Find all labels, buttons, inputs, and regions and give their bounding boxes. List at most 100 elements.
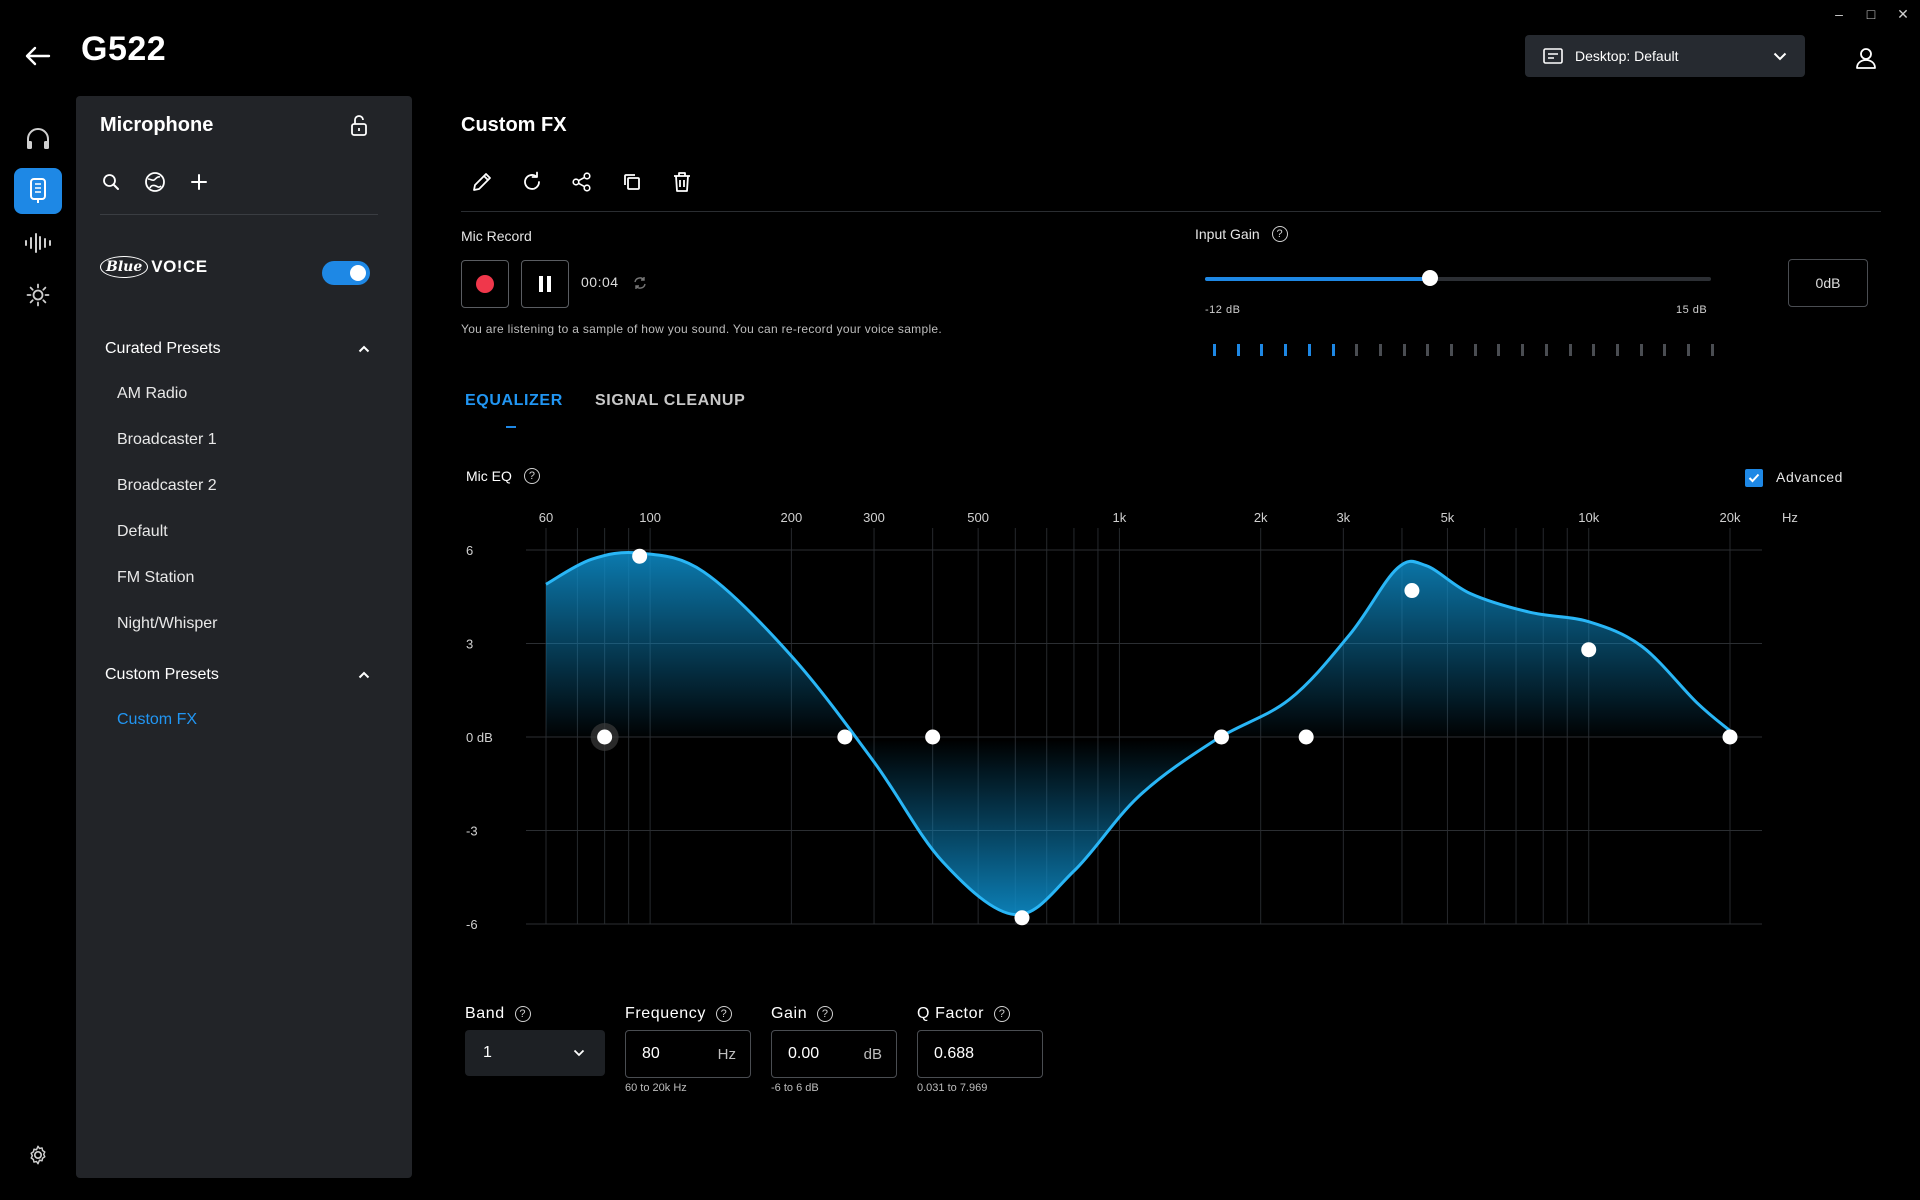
gain-min-label: -12 dB <box>1205 304 1241 316</box>
curated-presets-header[interactable]: Curated Presets <box>105 340 370 358</box>
search-button[interactable] <box>97 168 125 196</box>
chevron-down-icon <box>1773 52 1787 60</box>
eq-band-handle[interactable] <box>1404 583 1420 599</box>
q-factor-field[interactable]: 0.688 <box>917 1030 1043 1078</box>
gain-max-label: 15 dB <box>1676 304 1708 316</box>
preset-item[interactable]: FM Station <box>117 569 195 586</box>
blue-voice-toggle[interactable] <box>322 261 370 285</box>
mic-eq-label: Mic EQ <box>466 468 512 484</box>
user-icon <box>1856 48 1876 69</box>
meter-tick <box>1307 344 1311 356</box>
input-gain-track[interactable] <box>1205 277 1711 281</box>
preset-item[interactable]: AM Radio <box>117 385 188 402</box>
lock-button[interactable] <box>344 110 374 140</box>
search-icon <box>103 174 119 190</box>
meter-tick <box>1473 344 1477 356</box>
meter-tick <box>1378 344 1382 356</box>
help-icon[interactable]: ? <box>817 1006 834 1022</box>
band-select[interactable]: 1 <box>465 1030 605 1076</box>
eq-area-boost <box>546 552 1730 740</box>
advanced-label: Advanced <box>1776 469 1844 485</box>
share-button[interactable] <box>566 166 598 198</box>
eq-band-handle[interactable] <box>597 729 613 745</box>
record-icon <box>476 275 494 293</box>
frequency-value: 80 <box>642 1045 660 1062</box>
q-factor-label: Q Factor <box>917 1005 985 1022</box>
rail-audio[interactable] <box>14 220 62 266</box>
record-button[interactable] <box>461 260 509 308</box>
minimize-button[interactable]: – <box>1835 6 1843 22</box>
x-tick-label: 100 <box>639 510 661 525</box>
mic-eq-header: Mic EQ ? <box>466 468 540 484</box>
eq-band-handle[interactable] <box>1722 729 1738 745</box>
add-preset-button[interactable] <box>185 168 213 196</box>
meter-tick <box>1663 344 1667 356</box>
gain-header: Gain ? <box>771 1005 834 1023</box>
loop-button[interactable] <box>632 275 648 296</box>
frequency-field[interactable]: 80 Hz <box>625 1030 751 1078</box>
community-presets-button[interactable] <box>141 168 169 196</box>
share-icon <box>572 172 591 192</box>
chevron-up-icon <box>358 671 370 679</box>
eq-band-handle[interactable] <box>1298 729 1314 745</box>
advanced-checkbox[interactable] <box>1745 469 1763 487</box>
preset-item-selected[interactable]: Custom FX <box>117 711 198 728</box>
help-icon[interactable]: ? <box>716 1006 732 1022</box>
meter-tick <box>1402 344 1406 356</box>
rail-settings[interactable] <box>14 1132 62 1178</box>
back-button[interactable] <box>20 38 56 74</box>
profile-dropdown-label: Desktop: Default <box>1575 48 1679 64</box>
meter-tick <box>1426 344 1430 356</box>
eq-band-handle[interactable] <box>1581 642 1597 658</box>
preset-item[interactable]: Broadcaster 1 <box>117 431 217 448</box>
eq-band-handle[interactable] <box>1213 729 1229 745</box>
eq-band-handle[interactable] <box>632 548 648 564</box>
rename-button[interactable] <box>466 166 498 198</box>
frequency-label: Frequency <box>625 1005 706 1022</box>
active-tab-indicator <box>506 426 516 428</box>
eq-band-handle[interactable] <box>925 729 941 745</box>
reset-button[interactable] <box>516 166 548 198</box>
tab-signal-cleanup[interactable]: SIGNAL CLEANUP <box>595 392 746 409</box>
rail-lighting[interactable] <box>14 272 62 318</box>
pause-button[interactable] <box>521 260 569 308</box>
x-tick-label: 1k <box>1113 510 1127 525</box>
help-icon[interactable]: ? <box>514 1006 531 1022</box>
gain-field[interactable]: 0.00 dB <box>771 1030 897 1078</box>
rail-headset[interactable] <box>14 116 62 162</box>
record-time: 00:04 <box>581 274 619 290</box>
meter-tick <box>1213 344 1216 356</box>
pause-icon <box>539 276 551 292</box>
rail-microphone[interactable] <box>14 168 62 214</box>
input-gain-thumb[interactable] <box>1421 270 1438 286</box>
mic-record-label: Mic Record <box>461 228 532 244</box>
help-icon[interactable]: ? <box>994 1006 1011 1022</box>
close-button[interactable]: ✕ <box>1897 6 1909 22</box>
meter-tick <box>1331 344 1335 356</box>
gear-icon <box>30 1145 46 1165</box>
blue-logo-mark: Blue <box>100 256 149 278</box>
custom-presets-header[interactable]: Custom Presets <box>105 666 370 684</box>
gain-value: 0.00 <box>788 1045 820 1062</box>
meter-tick <box>1615 344 1619 356</box>
eq-band-handle[interactable] <box>1014 910 1030 926</box>
maximize-button[interactable]: □ <box>1866 6 1876 22</box>
preset-item[interactable]: Default <box>117 523 168 540</box>
preset-item[interactable]: Broadcaster 2 <box>117 477 217 494</box>
x-tick-label: 60 <box>539 510 553 525</box>
brightness-icon <box>26 283 50 307</box>
account-button[interactable] <box>1848 40 1884 76</box>
x-tick-label: 3k <box>1336 510 1350 525</box>
input-gain-value[interactable]: 0dB <box>1788 259 1868 307</box>
tab-equalizer[interactable]: EQUALIZER <box>465 392 563 409</box>
delete-button[interactable] <box>666 166 698 198</box>
help-icon[interactable]: ? <box>523 468 540 484</box>
help-icon[interactable]: ? <box>1271 226 1288 242</box>
meter-tick <box>1355 344 1359 356</box>
eq-band-handle[interactable] <box>837 729 853 745</box>
duplicate-button[interactable] <box>616 166 648 198</box>
band-value: 1 <box>483 1044 492 1061</box>
profile-dropdown[interactable]: Desktop: Default <box>1525 35 1805 77</box>
preset-item[interactable]: Night/Whisper <box>117 615 218 632</box>
